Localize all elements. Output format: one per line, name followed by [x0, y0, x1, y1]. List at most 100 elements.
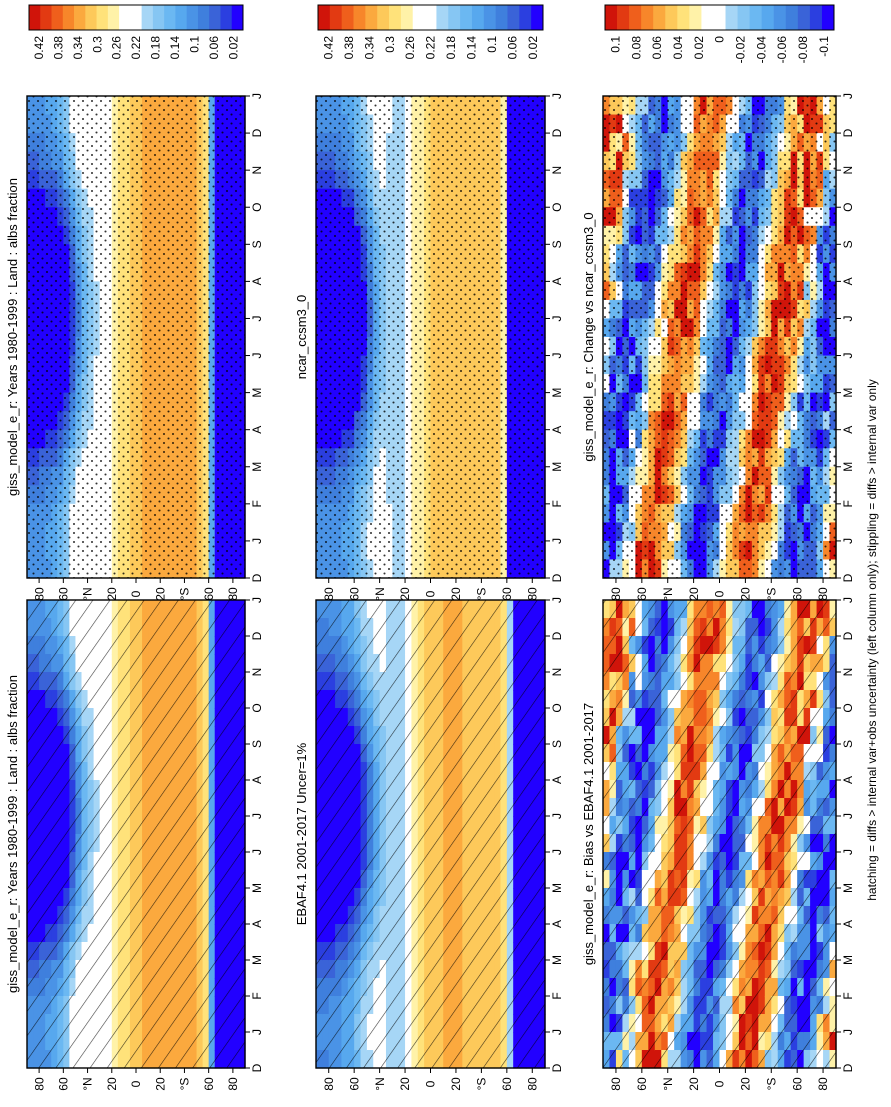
month-tick-label: O — [550, 203, 564, 212]
colorbar-swatch — [40, 5, 52, 30]
lat-tick-label: 0 — [129, 1080, 143, 1087]
colorbar-swatch — [152, 5, 165, 30]
month-tick-label: O — [250, 203, 264, 212]
month-tick-label: N — [250, 166, 264, 175]
month-tick-label: S — [250, 240, 264, 248]
month-tick-label: J — [550, 538, 564, 544]
month-tick-label: D — [250, 631, 264, 640]
colorbar-label: 0.1 — [485, 36, 499, 53]
month-tick-label: J — [250, 1029, 264, 1035]
colorbar-swatch — [220, 5, 233, 30]
lat-tick-label: 80 — [322, 587, 336, 601]
month-tick-label: J — [841, 1029, 855, 1035]
month-tick-label: J — [841, 597, 855, 603]
month-tick-label: J — [550, 93, 564, 99]
panel-title: giss_model_e_r: Years 1980-1999 : Land :… — [5, 178, 20, 496]
colorbar-swatch — [377, 5, 390, 30]
month-tick-label: A — [841, 776, 855, 784]
colorbar-swatch — [175, 5, 188, 30]
lat-tick-label: 20 — [105, 587, 119, 601]
colorbar-swatch — [29, 5, 41, 30]
month-tick-label: D — [250, 573, 264, 582]
lat-tick-label: 60 — [500, 1077, 514, 1091]
colorbar-label: 0.18 — [444, 36, 458, 60]
colorbar-swatch — [209, 5, 221, 30]
month-tick-label: S — [841, 740, 855, 748]
month-tick-label: D — [550, 128, 564, 137]
lat-tick-label: 0 — [713, 1080, 727, 1087]
colorbar-swatch — [329, 5, 343, 30]
month-tick-label: A — [250, 426, 264, 434]
month-tick-label: F — [841, 992, 855, 999]
colorbar-swatch — [400, 5, 414, 30]
month-tick-label: M — [550, 388, 564, 398]
lat-tick-label: 20 — [449, 1077, 463, 1091]
colorbar-swatch — [507, 5, 520, 30]
hatching-overlay — [27, 600, 245, 1068]
colorbar-label: 0.06 — [506, 36, 520, 60]
colorbar-label: 0.42 — [321, 36, 335, 60]
month-tick-label: S — [550, 240, 564, 248]
colorbar-label: 0.3 — [90, 36, 104, 53]
lat-tick-label: °S — [764, 1078, 778, 1091]
colorbar-label: 0.14 — [168, 36, 182, 60]
colorbar-swatch — [365, 5, 378, 30]
month-tick-label: J — [250, 813, 264, 819]
month-tick-label: N — [250, 668, 264, 677]
lat-tick-label: 80 — [816, 1077, 830, 1091]
colorbar-swatch — [519, 5, 532, 30]
hatching-overlay — [316, 600, 545, 1068]
panel-title: EBAF4.1 2001-2017 Uncer=1% — [294, 742, 309, 925]
lat-tick-label: 60 — [57, 1077, 71, 1091]
lat-tick-label: 60 — [347, 587, 361, 601]
lat-tick-label: 80 — [609, 1077, 623, 1091]
month-tick-label: F — [250, 500, 264, 507]
stippling-overlay — [27, 96, 245, 578]
panel-title: giss_model_e_r: Years 1980-1999 : Land :… — [5, 675, 20, 993]
month-tick-label: F — [550, 500, 564, 507]
colorbar-swatch — [96, 5, 109, 30]
lat-tick-label: 0 — [129, 590, 143, 597]
panel-title: ncar_ccsm3_0 — [294, 295, 309, 380]
colorbar-swatch — [231, 5, 244, 30]
lat-tick-label: °S — [178, 1078, 192, 1091]
month-tick-label: J — [250, 353, 264, 359]
month-tick-label: J — [550, 1029, 564, 1035]
colorbar-swatch — [164, 5, 176, 30]
lat-tick-label: °S — [178, 588, 192, 601]
month-tick-label: J — [250, 597, 264, 603]
colorbar-label: 0.06 — [207, 36, 221, 60]
lat-tick-label: 20 — [153, 1077, 167, 1091]
month-tick-label: A — [550, 426, 564, 434]
lat-tick-label: 20 — [105, 1077, 119, 1091]
month-tick-label: D — [250, 128, 264, 137]
month-tick-label: J — [250, 93, 264, 99]
colorbar-swatch — [141, 5, 154, 30]
month-tick-label: F — [250, 992, 264, 999]
colorbar-label: 0.34 — [362, 36, 376, 60]
panel-grid: D J F M A M J J A S O N D J 80 60 °N 20 0 20 °S 60 80 giss_mode… — [5, 4, 855, 1091]
colorbar-label: 0.3 — [383, 36, 397, 53]
colorbar-swatch — [318, 5, 331, 30]
colorbar-swatch — [107, 5, 120, 30]
month-tick-label: M — [841, 883, 855, 893]
month-tick-label: J — [550, 315, 564, 321]
colorbar-frame — [317, 4, 544, 31]
colorbar-swatch — [85, 5, 97, 30]
colorbar-label: 0.1 — [188, 36, 202, 53]
lat-tick-label: 0 — [424, 1080, 438, 1087]
lat-tick-label: 60 — [790, 1077, 804, 1091]
lat-tick-label: °N — [661, 1077, 675, 1090]
month-tick-label: J — [550, 597, 564, 603]
panel-title: giss_model_e_r: Bias vs EBAF4.1 2001-201… — [581, 703, 596, 965]
colorbar-swatch — [62, 5, 75, 30]
lat-tick-label: 20 — [398, 587, 412, 601]
colorbar-label: 0.02 — [226, 36, 240, 60]
colorbar-label: 0.38 — [342, 36, 356, 60]
colorbar-label: 0.02 — [526, 36, 540, 60]
lat-tick-label: 80 — [32, 587, 46, 601]
